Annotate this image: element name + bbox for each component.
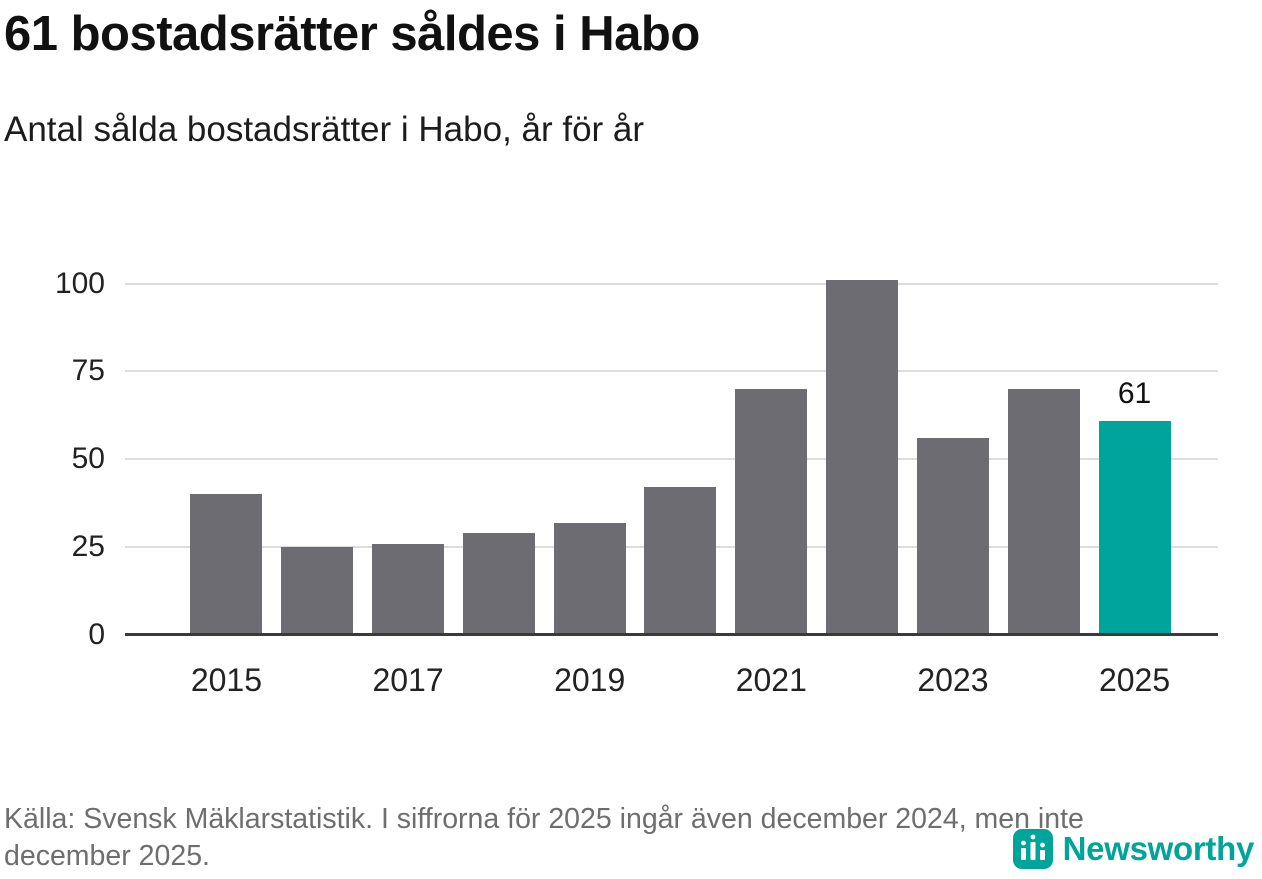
bar-2017	[372, 543, 445, 635]
newsworthy-icon	[1012, 829, 1053, 869]
y-tick-label: 50	[71, 442, 105, 476]
bar-slot	[817, 266, 908, 635]
y-tick-label: 25	[71, 530, 105, 564]
source-note: Källa: Svensk Mäklarstatistik. I siffror…	[4, 802, 1084, 872]
bar-slot	[998, 266, 1089, 635]
bar-2018	[462, 533, 535, 635]
bar-slot	[272, 266, 363, 635]
bar-chart: 0 25 50 75 100 2015 2017 2019 2021 2023 2025 61	[55, 266, 1218, 698]
bar-2021	[735, 389, 808, 635]
bar-slot: 2017	[363, 266, 454, 698]
y-tick-label: 100	[54, 266, 105, 300]
x-tick-label: 2025	[1098, 662, 1171, 698]
bar-2015	[190, 494, 263, 635]
bar-2022	[826, 280, 899, 635]
x-tick-label: 2019	[554, 662, 626, 698]
bar-slot: 2015	[181, 266, 272, 698]
bar-2016	[281, 547, 354, 635]
bar-value-label: 61	[1117, 376, 1152, 410]
x-tick-label: 2021	[735, 662, 807, 698]
bar-slot	[453, 266, 544, 635]
newsworthy-wordmark: Newsworthy	[1062, 830, 1255, 867]
bar-slot: 2021	[726, 266, 817, 698]
newsworthy-logo: Newsworthy	[1012, 829, 1255, 869]
bar-slot	[635, 266, 726, 635]
bar-2024	[1007, 389, 1080, 635]
chart-header: 61 bostadsrätter såldes i Habo Antal sål…	[4, 6, 1242, 150]
gridline	[125, 458, 1218, 461]
bar-slot: 2019	[544, 266, 635, 698]
bar-2019	[553, 522, 626, 635]
page-title: 61 bostadsrätter såldes i Habo	[4, 7, 700, 61]
x-tick-label: 2015	[190, 662, 262, 698]
y-tick-label: 0	[88, 618, 105, 651]
gridline	[125, 370, 1218, 373]
bar-2020	[644, 487, 717, 635]
bar-2025	[1098, 420, 1171, 635]
x-axis-line	[125, 633, 1218, 636]
bar-2023	[916, 438, 989, 635]
x-tick-label: 2023	[917, 662, 989, 698]
y-tick-label: 75	[71, 354, 105, 388]
bar-slot: 2023	[908, 266, 999, 698]
x-tick-label: 2017	[372, 662, 444, 698]
gridline	[125, 282, 1218, 285]
bar-slot: 2025 61	[1089, 266, 1180, 698]
bars-container: 2015 2017 2019 2021 2023 2025 61	[125, 266, 1218, 698]
chart-subtitle: Antal sålda bostadsrätter i Habo, år för…	[4, 110, 645, 150]
